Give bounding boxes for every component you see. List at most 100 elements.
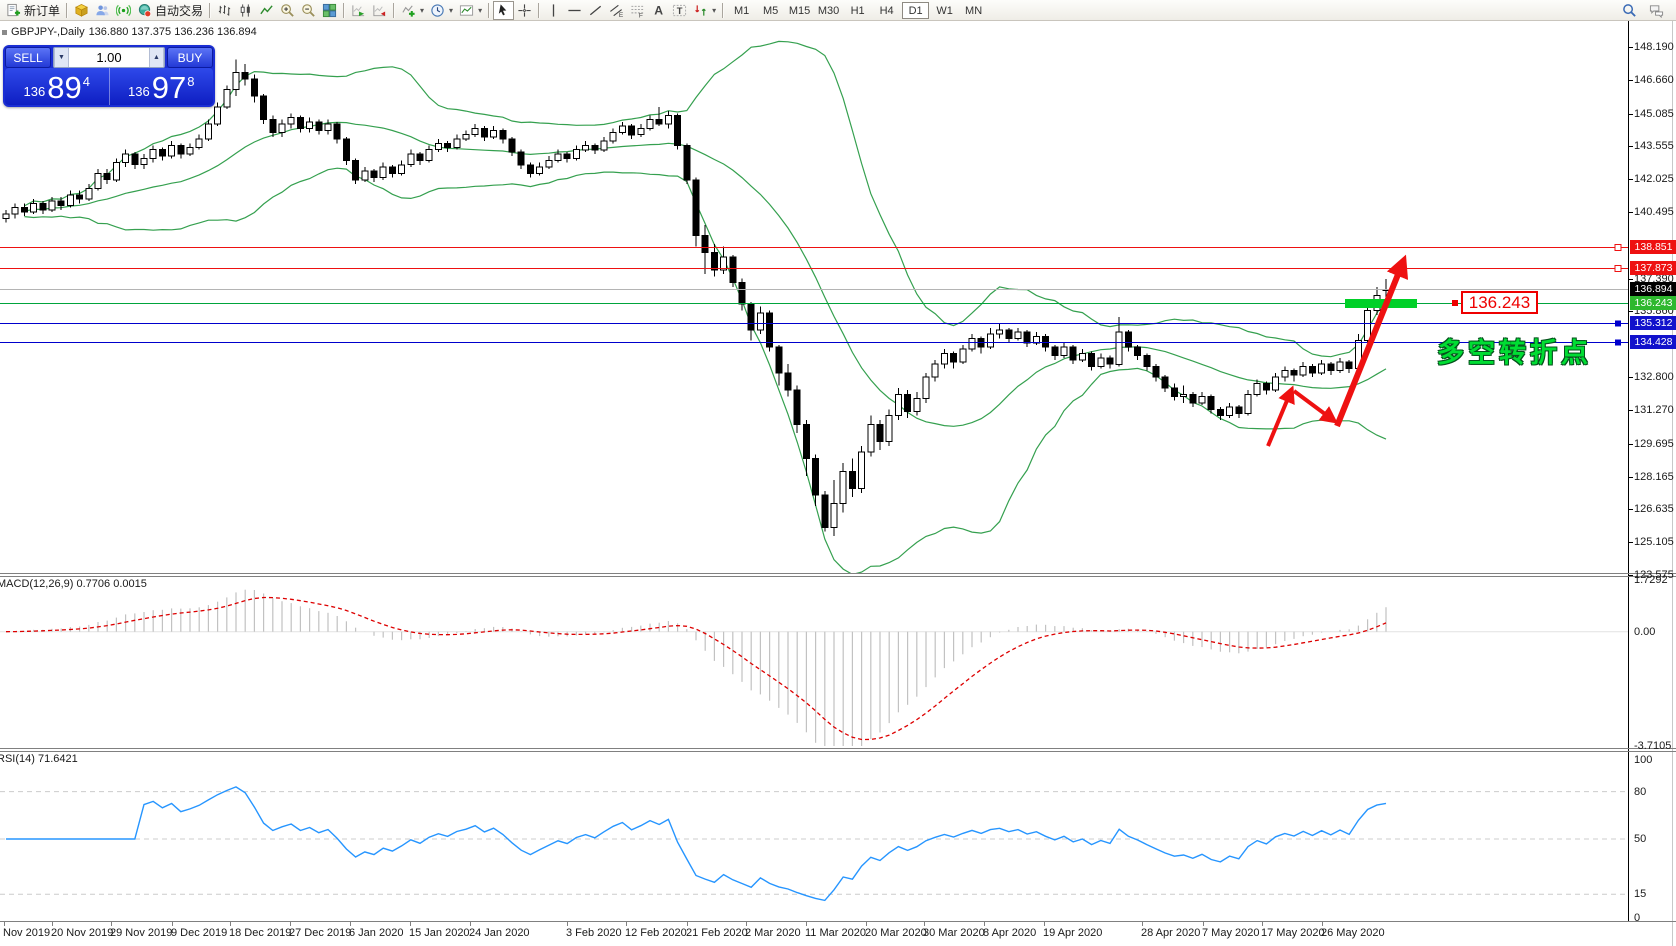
text-icon: A <box>654 3 663 17</box>
vertical-line-button[interactable] <box>543 1 564 20</box>
fibonacci-icon: F <box>631 5 644 18</box>
timeframe-button-w1[interactable]: W1 <box>936 4 953 17</box>
line-chart-button[interactable] <box>256 1 277 20</box>
macd-indicator-label: MACD(12,26,9) 0.7706 0.0015 <box>0 578 147 590</box>
community-button[interactable] <box>92 1 113 20</box>
horizontal-level-lines[interactable] <box>0 244 1628 346</box>
templates-button[interactable]: ▾ <box>456 1 485 20</box>
new-order-icon <box>7 3 21 16</box>
timeframe-button-mn[interactable]: MN <box>965 4 983 17</box>
price-tick-label: 126.635 <box>1634 503 1674 515</box>
timeframe-button-h1[interactable]: H1 <box>850 4 865 17</box>
auto-scroll-button[interactable] <box>348 1 369 20</box>
cursor-icon <box>498 3 507 15</box>
highlight-bar-annotation[interactable] <box>1345 299 1417 308</box>
text-button[interactable]: A <box>648 1 669 20</box>
sell-price-display[interactable]: 136 89 4 <box>5 68 110 105</box>
timeframe-button-m1[interactable]: M1 <box>733 4 750 17</box>
timeframe-button-h4[interactable]: H4 <box>879 4 894 17</box>
arrows-button[interactable]: ▾ <box>690 1 719 20</box>
date-axis-label: 29 Nov 2019 <box>110 927 173 939</box>
chevron-down-icon: ▾ <box>449 5 454 15</box>
volume-decrease-button[interactable]: ▼ <box>54 48 69 67</box>
chart-shift-button[interactable] <box>369 1 390 20</box>
auto-scroll-icon <box>352 4 365 16</box>
autotrade-button[interactable]: 自动交易 <box>134 1 206 20</box>
periods-button[interactable]: ▾ <box>427 1 456 20</box>
rsi-axis-label: 100 <box>1634 754 1653 766</box>
buy-price-big: 97 <box>151 70 187 105</box>
price-tick-label: 146.660 <box>1634 74 1674 86</box>
indicators-button[interactable]: ▾ <box>398 1 427 20</box>
timeframe-button-m30[interactable]: M30 <box>817 4 840 17</box>
bar-chart-icon <box>218 4 231 16</box>
trend-arrows[interactable] <box>1266 254 1409 447</box>
channel-button[interactable]: E <box>606 1 627 20</box>
zoom-in-button[interactable] <box>277 1 298 20</box>
timeframe-button-m5[interactable]: M5 <box>762 4 779 17</box>
signals-button[interactable] <box>113 1 134 20</box>
volume-input[interactable]: 1.00 <box>96 50 122 65</box>
date-axis-label: Nov 2019 <box>3 927 51 939</box>
zoom-out-icon <box>302 3 315 17</box>
date-axis-label: 17 May 2020 <box>1261 927 1325 939</box>
date-axis-label: 7 May 2020 <box>1202 927 1260 939</box>
timeframe-toolbar: M1 M5 M15 M30 H1 H4 D1 W1 MN <box>719 0 988 20</box>
sell-button[interactable]: SELL <box>5 47 51 68</box>
market-button[interactable] <box>71 1 92 20</box>
date-axis-label: 11 Mar 2020 <box>805 927 866 939</box>
toolbar-separator <box>343 2 346 18</box>
search-button[interactable] <box>1619 1 1640 20</box>
rsi-indicator-label: RSI(14) 71.6421 <box>0 753 78 765</box>
price-tick-label: 125.105 <box>1634 536 1674 548</box>
rsi-indicator <box>0 786 1628 902</box>
trendline-button[interactable] <box>585 1 606 20</box>
cursor-button[interactable] <box>493 0 515 20</box>
text-label-button[interactable]: T <box>669 1 690 20</box>
date-axis-label: 6 Jan 2020 <box>349 927 404 939</box>
price-tick-label: 123.575 <box>1634 569 1674 581</box>
macd-axis-label: -3.7105 <box>1634 740 1672 752</box>
buy-price-pip: 8 <box>187 74 195 89</box>
timeframe-button-d1[interactable]: D1 <box>902 1 930 19</box>
price-level-badge: 136.243 <box>1630 296 1676 310</box>
price-level-badge: 135.312 <box>1630 316 1676 330</box>
chat-button[interactable] <box>1646 1 1667 20</box>
rsi-axis-label: 80 <box>1634 786 1647 798</box>
text-label-icon: T <box>673 4 687 16</box>
crosshair-button[interactable] <box>514 1 535 20</box>
date-axis-label: 28 Apr 2020 <box>1141 927 1201 939</box>
bar-chart-button[interactable] <box>214 1 235 20</box>
candlestick-button[interactable] <box>235 1 256 20</box>
timeframe-button-m15[interactable]: M15 <box>788 4 811 17</box>
panel-frame <box>0 21 1676 946</box>
toolbar-separator <box>538 2 541 18</box>
main-toolbar: 新订单 自动交易 ▾ ▾ ▾ E F A T ▾ M1 M5 M15 M30 H1 H4 D1 W1 MN <box>0 0 1676 21</box>
buy-price-display[interactable]: 136 97 8 <box>109 68 213 105</box>
level-price-label[interactable]: 136.243 <box>1461 291 1538 314</box>
volume-increase-button[interactable]: ▲ <box>149 48 164 67</box>
indicators-icon <box>402 4 415 17</box>
svg-text:F: F <box>639 12 643 17</box>
date-axis-label: 20 Nov 2019 <box>51 927 114 939</box>
buy-button[interactable]: BUY <box>167 47 213 68</box>
date-axis-label: 18 Dec 2019 <box>229 927 292 939</box>
new-order-button[interactable]: 新订单 <box>3 1 63 20</box>
zoom-out-button[interactable] <box>298 1 319 20</box>
channel-icon: E <box>610 4 624 18</box>
toolbar-right-icons <box>1619 1 1673 20</box>
trendline-icon <box>590 5 602 15</box>
market-icon <box>75 3 88 17</box>
horizontal-line-button[interactable] <box>564 1 585 20</box>
zoom-in-icon <box>281 3 294 17</box>
level-label-handle[interactable] <box>1452 300 1458 306</box>
turning-point-annotation[interactable]: 多空转折点 <box>1437 338 1592 368</box>
date-axis-label: 8 Apr 2020 <box>983 927 1037 939</box>
crosshair-icon <box>518 3 531 17</box>
date-axis-label: 27 Dec 2019 <box>289 927 352 939</box>
tile-windows-button[interactable] <box>319 1 340 20</box>
price-tick-label: 128.165 <box>1634 471 1674 483</box>
chart-shift-icon <box>373 4 386 16</box>
fibonacci-button[interactable]: F <box>627 1 648 20</box>
